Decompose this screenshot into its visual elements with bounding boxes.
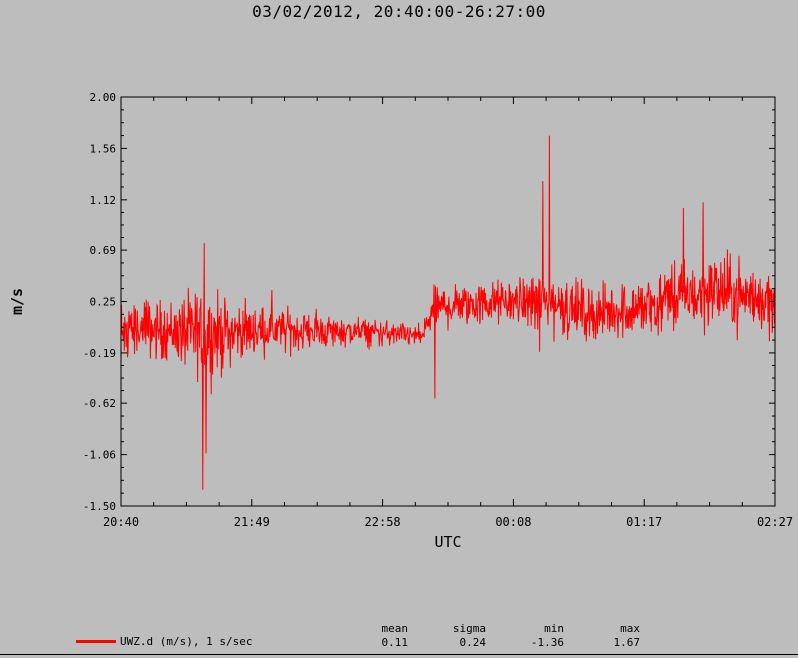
series-trace-uwz <box>120 135 776 490</box>
stat-header-max: max <box>620 622 640 635</box>
stat-value-sigma: 0.24 <box>459 636 487 649</box>
x-tick-label: 20:40 <box>103 515 139 529</box>
stat-value-mean: 0.11 <box>381 636 409 649</box>
x-tick-label: 01:17 <box>626 515 662 529</box>
stat-header-sigma: sigma <box>452 622 486 635</box>
legend-label: UWZ.d (m/s), 1 s/sec <box>120 635 253 648</box>
y-tick-label: -0.19 <box>83 347 116 360</box>
y-axis-label: m/s <box>8 288 26 315</box>
stat-value-min: -1.36 <box>530 636 564 649</box>
stat-value-max: 1.67 <box>613 636 641 649</box>
y-tick-label: -1.50 <box>83 500 116 513</box>
plot-area <box>120 135 776 490</box>
bottom-rule <box>0 654 798 655</box>
x-tick-label: 02:27 <box>757 515 793 529</box>
x-tick-label: 22:58 <box>365 515 401 529</box>
legend-line <box>76 640 116 643</box>
y-tick-label: 1.56 <box>90 142 117 155</box>
y-tick-label: 0.25 <box>90 296 117 309</box>
x-tick-label: 00:08 <box>495 515 531 529</box>
chart-title: 03/02/2012, 20:40:00-26:27:00 <box>252 2 546 21</box>
y-tick-label: 2.00 <box>90 91 117 104</box>
x-axis-label: UTC <box>434 533 461 551</box>
y-tick-label: 1.12 <box>90 194 117 207</box>
y-tick-label: -1.06 <box>83 449 116 462</box>
axes: 2.00 1.56 1.12 0.69 0.25 -0.19 -0.62 -1.06 -1.50… <box>8 91 793 551</box>
x-tick-label: 21:49 <box>234 515 270 529</box>
y-tick-label: -0.62 <box>83 397 116 410</box>
y-tick-label: 0.69 <box>90 244 117 257</box>
stat-header-min: min <box>544 622 564 635</box>
stat-header-mean: mean <box>381 622 409 635</box>
